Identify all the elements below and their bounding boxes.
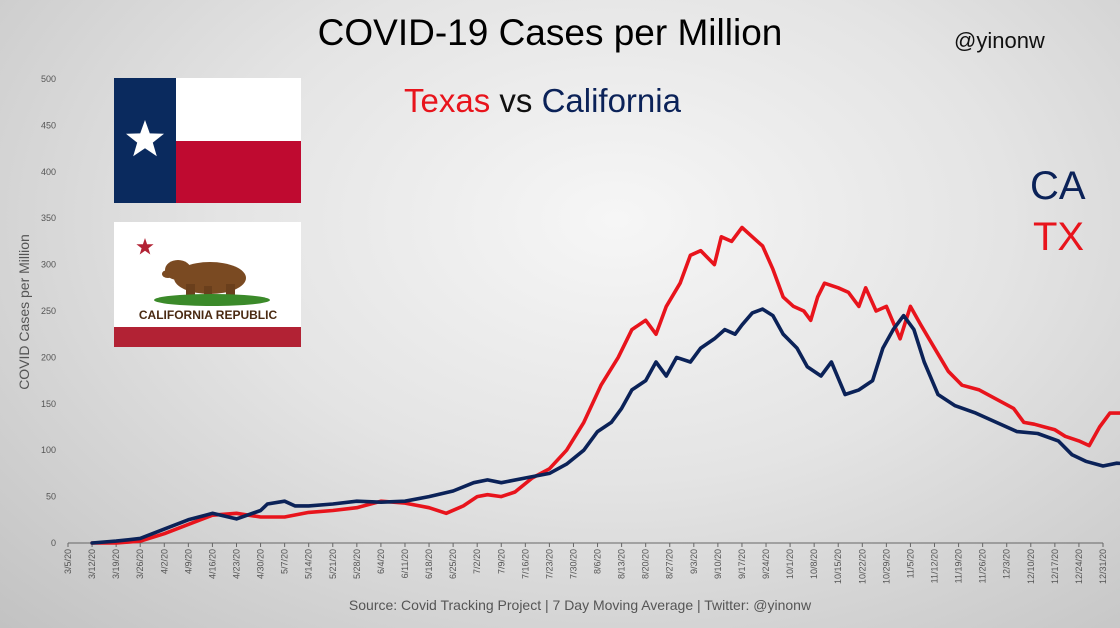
x-tick-label: 6/25/20 xyxy=(448,549,458,579)
x-tick-label: 4/2/20 xyxy=(159,549,169,574)
x-tick-label: 9/17/20 xyxy=(737,549,747,579)
y-tick-label: 400 xyxy=(41,167,56,177)
x-tick-label: 7/23/20 xyxy=(544,549,554,579)
y-tick-label: 450 xyxy=(41,120,56,130)
twitter-handle: @yinonw xyxy=(954,28,1045,53)
x-tick-label: 4/9/20 xyxy=(183,549,193,574)
y-axis: 0 50 100 150 200 250 300 350 400 450 500 xyxy=(41,74,56,548)
star-icon xyxy=(126,120,164,157)
y-tick-label: 150 xyxy=(41,399,56,409)
x-tick-label: 5/21/20 xyxy=(328,549,338,579)
x-tick-label: 6/4/20 xyxy=(376,549,386,574)
x-tick-label: 3/12/20 xyxy=(87,549,97,579)
x-tick-label: 9/3/20 xyxy=(689,549,699,574)
chart-title: COVID-19 Cases per Million xyxy=(317,12,783,53)
series-line-tx xyxy=(90,225,1120,545)
legend-ca: CA xyxy=(1030,164,1086,208)
y-tick-label: 100 xyxy=(41,445,56,455)
x-tick-label: 8/13/20 xyxy=(617,549,627,579)
chart-subtitle: Texas vs California xyxy=(404,82,681,120)
y-tick-label: 350 xyxy=(41,213,56,223)
texas-flag xyxy=(114,78,301,203)
x-tick-label: 12/31/20 xyxy=(1098,549,1108,584)
x-tick-label: 11/12/20 xyxy=(930,549,940,583)
california-republic-text: CALIFORNIA REPUBLIC xyxy=(139,308,278,322)
x-tick-label: 10/29/20 xyxy=(881,549,891,584)
star-icon xyxy=(136,238,154,255)
x-tick-label: 7/9/20 xyxy=(496,549,506,574)
x-tick-label: 12/3/20 xyxy=(1002,549,1012,579)
x-tick-label: 3/26/20 xyxy=(135,549,145,579)
x-tick-label: 7/30/20 xyxy=(568,549,578,579)
series-layer xyxy=(90,225,1120,545)
y-tick-label: 0 xyxy=(51,538,56,548)
subtitle-vs: vs xyxy=(499,82,533,119)
x-tick-label: 8/6/20 xyxy=(593,549,603,574)
x-tick-label: 3/19/20 xyxy=(111,549,121,579)
y-axis-label: COVID Cases per Million xyxy=(16,234,32,390)
x-tick-label: 9/10/20 xyxy=(713,549,723,579)
x-tick-label: 11/5/20 xyxy=(905,549,915,578)
x-tick-label: 11/26/20 xyxy=(978,549,988,583)
x-tick-label: 12/17/20 xyxy=(1050,549,1060,584)
subtitle-california: California xyxy=(541,82,681,119)
x-tick-label: 4/23/20 xyxy=(231,549,241,579)
x-tick-label: 10/1/20 xyxy=(785,549,795,579)
california-flag: CALIFORNIA REPUBLIC xyxy=(114,222,301,347)
x-tick-label: 10/22/20 xyxy=(857,549,867,584)
x-tick-label: 7/2/20 xyxy=(472,549,482,574)
y-tick-label: 500 xyxy=(41,74,56,84)
x-tick-label: 8/20/20 xyxy=(641,549,651,579)
y-tick-label: 300 xyxy=(41,260,56,270)
x-tick-label: 11/19/20 xyxy=(954,549,964,583)
y-tick-label: 50 xyxy=(46,492,56,502)
bear-icon xyxy=(162,260,246,300)
x-tick-label: 10/8/20 xyxy=(809,549,819,579)
x-tick-label: 12/10/20 xyxy=(1026,549,1036,584)
x-tick-label: 3/5/20 xyxy=(63,549,73,574)
x-tick-label: 5/28/20 xyxy=(352,549,362,579)
x-tick-label: 5/7/20 xyxy=(280,549,290,574)
x-tick-label: 7/16/20 xyxy=(520,549,530,579)
source-caption: Source: Covid Tracking Project | 7 Day M… xyxy=(348,597,812,613)
x-axis: 3/5/20 3/12/20 3/19/20 3/26/20 4/2/20 4/9/20 4… xyxy=(63,542,1108,584)
x-tick-label: 6/18/20 xyxy=(424,549,434,579)
x-tick-label: 5/14/20 xyxy=(304,549,314,579)
subtitle-texas: Texas xyxy=(404,82,491,119)
y-tick-label: 250 xyxy=(41,306,56,316)
x-tick-label: 10/15/20 xyxy=(833,549,843,584)
x-tick-label: 12/24/20 xyxy=(1074,549,1084,584)
x-tick-label: 4/30/20 xyxy=(256,549,266,579)
x-tick-label: 8/27/20 xyxy=(665,549,675,579)
y-tick-label: 200 xyxy=(41,352,56,362)
x-tick-label: 9/24/20 xyxy=(761,549,771,579)
x-tick-label: 6/11/20 xyxy=(400,549,410,578)
x-tick-label: 4/16/20 xyxy=(207,549,217,579)
series-line-ca xyxy=(90,307,1120,545)
legend-tx: TX xyxy=(1033,215,1085,259)
